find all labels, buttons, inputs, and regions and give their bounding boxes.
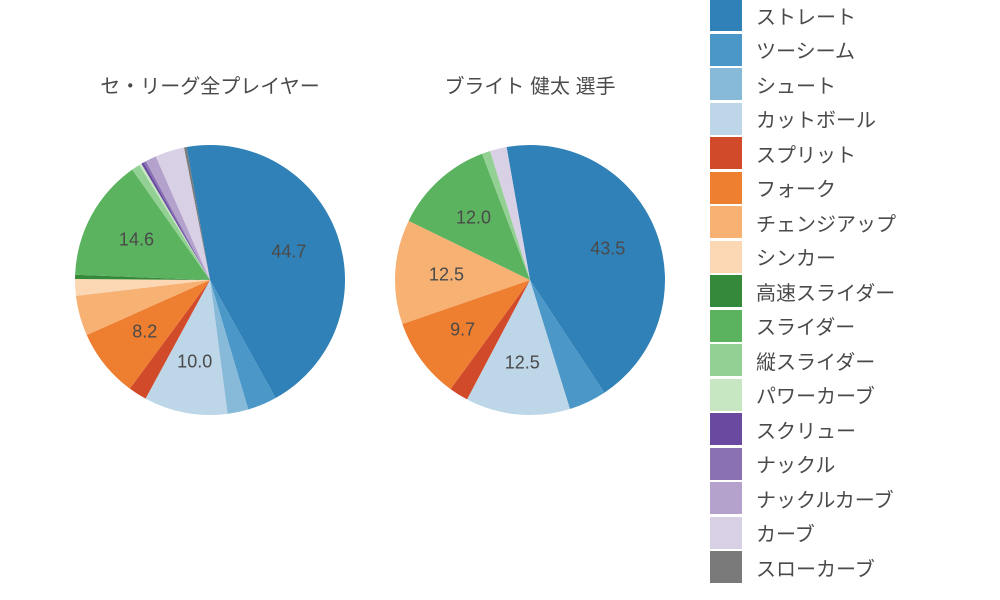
- slice-label: 10.0: [177, 352, 212, 373]
- legend-label: フォーク: [756, 173, 836, 202]
- chart2-pie: [375, 125, 685, 435]
- slice-label: 9.7: [450, 319, 475, 340]
- legend-label: カットボール: [756, 104, 876, 133]
- legend-item: スライダー: [710, 315, 970, 337]
- legend-label: ナックル: [756, 449, 835, 478]
- legend-label: 高速スライダー: [756, 277, 895, 306]
- legend-swatch: [710, 137, 742, 169]
- legend-label: スクリュー: [756, 415, 856, 444]
- chart-container: セ・リーグ全プレイヤー ブライト 健太 選手 ストレートツーシームシュートカット…: [0, 0, 1000, 600]
- legend-swatch: [710, 241, 742, 273]
- legend-swatch: [710, 34, 742, 66]
- legend-item: カーブ: [710, 522, 970, 544]
- chart1-pie: [55, 125, 365, 435]
- legend-item: シュート: [710, 73, 970, 95]
- legend-item: スプリット: [710, 142, 970, 164]
- legend-item: スクリュー: [710, 418, 970, 440]
- legend: ストレートツーシームシュートカットボールスプリットフォークチェンジアップシンカー…: [710, 0, 970, 600]
- legend-label: スライダー: [756, 311, 855, 340]
- legend-item: フォーク: [710, 177, 970, 199]
- legend-label: スプリット: [756, 139, 856, 168]
- slice-label: 14.6: [119, 230, 154, 251]
- legend-item: 高速スライダー: [710, 280, 970, 302]
- legend-item: チェンジアップ: [710, 211, 970, 233]
- legend-label: チェンジアップ: [756, 208, 896, 237]
- slice-label: 44.7: [271, 242, 306, 263]
- slice-label: 12.5: [429, 264, 464, 285]
- chart1-title: セ・リーグ全プレイヤー: [80, 70, 340, 99]
- legend-label: スローカーブ: [756, 553, 875, 582]
- legend-label: シュート: [756, 70, 836, 99]
- legend-swatch: [710, 172, 742, 204]
- legend-item: ストレート: [710, 4, 970, 26]
- legend-label: ツーシーム: [756, 35, 855, 64]
- legend-swatch: [710, 551, 742, 583]
- slice-label: 8.2: [132, 322, 157, 343]
- legend-label: シンカー: [756, 242, 836, 271]
- legend-item: パワーカーブ: [710, 384, 970, 406]
- legend-label: ストレート: [756, 1, 856, 30]
- slice-label: 12.5: [505, 353, 540, 374]
- chart2-title: ブライト 健太 選手: [400, 70, 660, 99]
- legend-label: ナックルカーブ: [756, 484, 894, 513]
- legend-swatch: [710, 310, 742, 342]
- legend-swatch: [710, 0, 742, 31]
- legend-item: ナックル: [710, 453, 970, 475]
- legend-swatch: [710, 206, 742, 238]
- legend-item: ツーシーム: [710, 39, 970, 61]
- legend-item: シンカー: [710, 246, 970, 268]
- legend-swatch: [710, 379, 742, 411]
- legend-swatch: [710, 517, 742, 549]
- legend-swatch: [710, 275, 742, 307]
- legend-swatch: [710, 413, 742, 445]
- slice-label: 43.5: [590, 239, 625, 260]
- legend-swatch: [710, 103, 742, 135]
- slice-label: 12.0: [456, 208, 491, 229]
- legend-item: カットボール: [710, 108, 970, 130]
- legend-item: ナックルカーブ: [710, 487, 970, 509]
- legend-label: パワーカーブ: [756, 380, 875, 409]
- legend-swatch: [710, 344, 742, 376]
- legend-label: 縦スライダー: [756, 346, 875, 375]
- legend-item: スローカーブ: [710, 556, 970, 578]
- legend-swatch: [710, 68, 742, 100]
- legend-item: 縦スライダー: [710, 349, 970, 371]
- legend-swatch: [710, 448, 742, 480]
- legend-label: カーブ: [756, 518, 815, 547]
- legend-swatch: [710, 482, 742, 514]
